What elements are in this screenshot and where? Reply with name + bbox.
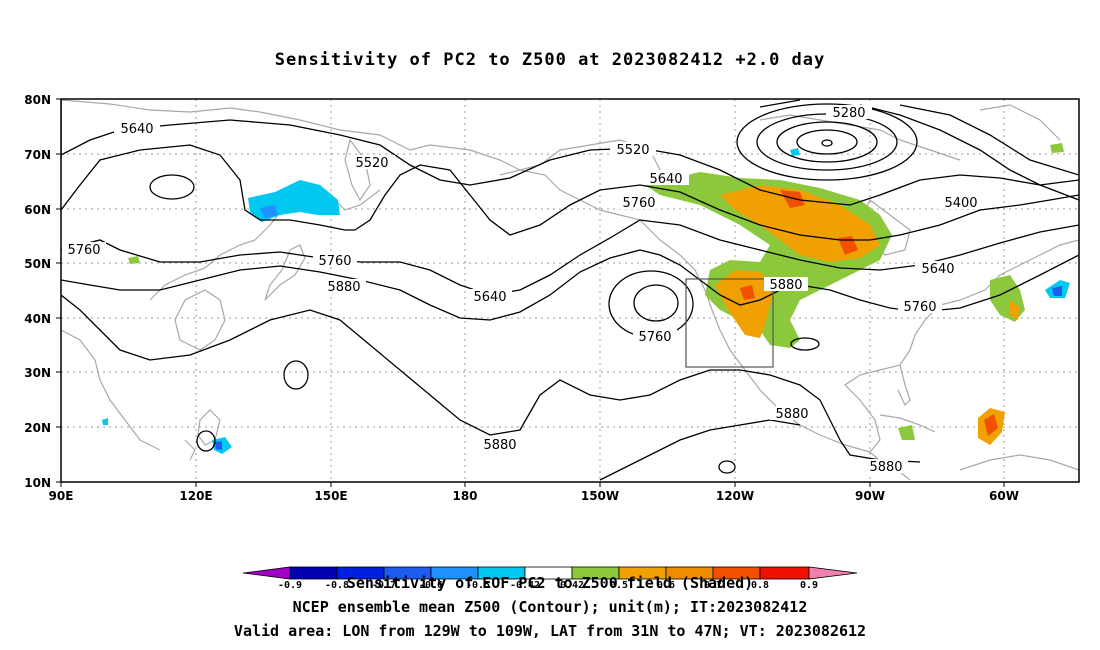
colorbar-label: 0.7 xyxy=(704,580,722,591)
sensitivity-negative xyxy=(102,148,1070,454)
colorbar-label: 0.42 xyxy=(560,580,584,591)
lon-label: 150E xyxy=(314,489,347,503)
valid-area-box xyxy=(685,278,774,368)
colorbar-label: 0.9 xyxy=(800,580,818,591)
z500-contours xyxy=(61,99,1079,481)
lon-label: 90E xyxy=(49,489,74,503)
lon-label: 180 xyxy=(452,489,477,503)
colorbar-label: 0.8 xyxy=(751,580,769,591)
lat-label: 60N xyxy=(24,203,51,217)
lat-labels: 80N 70N 60N 50N 40N 30N 20N 10N xyxy=(24,93,51,490)
caption-line-1: Sensitivity of EOF PC2 to Z500 field (Sh… xyxy=(346,574,754,592)
colorbar-label: -0.5 xyxy=(466,580,490,591)
colorbar-label: 0.5 xyxy=(610,580,628,591)
lat-label: 30N xyxy=(24,366,51,380)
colorbar-label: -0.8 xyxy=(325,580,349,591)
contour-label: 5880 xyxy=(869,460,902,475)
tick-marks xyxy=(56,98,1005,487)
map-area xyxy=(61,99,1079,482)
contour-label: 5760 xyxy=(638,330,671,345)
colorbar-label: -0.9 xyxy=(278,580,302,591)
lon-label: 120W xyxy=(716,489,754,503)
lat-label: 10N xyxy=(24,476,51,490)
lat-label: 20N xyxy=(24,421,51,435)
lon-label: 120E xyxy=(179,489,212,503)
contour-label: 5760 xyxy=(318,254,351,269)
map-frame xyxy=(60,98,1080,483)
contour-label: 5760 xyxy=(622,196,655,211)
gridlines xyxy=(61,99,1079,482)
contour-label: 5520 xyxy=(616,143,649,158)
contour-label: 5880 xyxy=(327,280,360,295)
contour-label: 5760 xyxy=(903,300,936,315)
colorbar-label: -0.7 xyxy=(372,580,396,591)
contour-label: 5640 xyxy=(473,290,506,305)
colorbar xyxy=(242,566,858,580)
contour-label: 5280 xyxy=(832,106,865,121)
lat-label: 70N xyxy=(24,148,51,162)
chart-title: Sensitivity of PC2 to Z500 at 2023082412… xyxy=(274,50,826,70)
sensitivity-positive xyxy=(128,143,1064,445)
contour-label: 5520 xyxy=(355,156,388,171)
lon-label: 60W xyxy=(989,489,1019,503)
contour-label: 5880 xyxy=(769,278,802,293)
colorbar-label: -0.6 xyxy=(419,580,443,591)
contour-label: 5640 xyxy=(921,262,954,277)
caption-line-3: Valid area: LON from 129W to 109W, LAT f… xyxy=(233,622,867,640)
contour-label: 5880 xyxy=(775,407,808,422)
contour-labels: 5640 5520 5760 5760 5880 5640 5760 5520 … xyxy=(62,105,984,475)
contour-label: 5880 xyxy=(483,438,516,453)
colorbar-right-arrow xyxy=(808,566,858,580)
caption-line-2: NCEP ensemble mean Z500 (Contour); unit(… xyxy=(292,598,808,616)
coastlines xyxy=(61,99,1079,481)
lat-label: 80N xyxy=(24,93,51,107)
lat-label: 50N xyxy=(24,257,51,271)
contour-label: 5760 xyxy=(67,243,100,258)
contour-label: 5640 xyxy=(120,122,153,137)
colorbar-label: -0.42 xyxy=(510,580,540,591)
lon-label: 150W xyxy=(581,489,619,503)
colorbar-labels: -0.9 -0.8 -0.7 -0.6 -0.5 -0.42 0.42 0.5 … xyxy=(278,580,818,591)
lon-label: 90W xyxy=(855,489,885,503)
colorbar-label: 0.6 xyxy=(657,580,675,591)
lon-labels: 90E 120E 150E 180 150W 120W 90W 60W xyxy=(49,489,1019,503)
contour-label: 5400 xyxy=(944,196,977,211)
contour-label: 5640 xyxy=(649,172,682,187)
lat-label: 40N xyxy=(24,312,51,326)
